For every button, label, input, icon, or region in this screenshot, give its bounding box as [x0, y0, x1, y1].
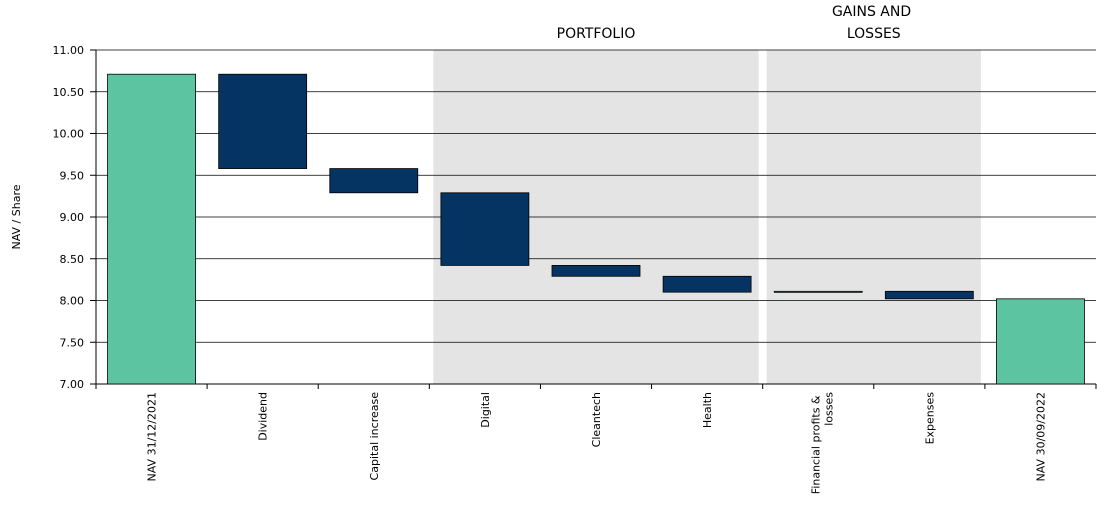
- y-tick-label: 9.00: [60, 211, 85, 224]
- bar: [884, 290, 974, 300]
- y-tick-label: 7.00: [60, 378, 85, 391]
- section-label: PORTFOLIO: [557, 26, 636, 42]
- x-tick-label: Expenses: [923, 392, 936, 445]
- y-tick-label: 8.50: [60, 253, 85, 266]
- x-tick-label: NAV 30/09/2022: [1034, 392, 1047, 481]
- bar: [773, 290, 863, 293]
- y-tick-label: 7.50: [60, 336, 85, 349]
- bar: [996, 298, 1085, 385]
- y-tick-label: 8.00: [60, 295, 85, 308]
- section-label: GAINS AND LOSSES: [832, 4, 916, 42]
- y-tick-label: 10.50: [53, 86, 85, 99]
- x-tick-label: Cleantech: [590, 392, 603, 447]
- bar: [329, 168, 419, 194]
- bar: [440, 192, 530, 266]
- x-tick-label: Capital increase: [368, 392, 381, 481]
- y-tick-label: 10.00: [53, 128, 85, 141]
- bar: [218, 73, 308, 169]
- y-axis-label: NAV / Share: [10, 184, 23, 249]
- x-tick-label: Health: [701, 392, 714, 428]
- bar: [107, 73, 196, 385]
- y-tick-label: 9.50: [60, 169, 85, 182]
- x-tick-label: NAV 31/12/2021: [146, 392, 159, 481]
- x-tick-label: Dividend: [257, 392, 270, 441]
- bar: [551, 265, 641, 277]
- x-tick-label: Financial profits & losses: [810, 392, 836, 494]
- x-tick-label: Digital: [479, 392, 492, 428]
- bar: [662, 275, 752, 293]
- y-tick-label: 11.00: [53, 44, 85, 57]
